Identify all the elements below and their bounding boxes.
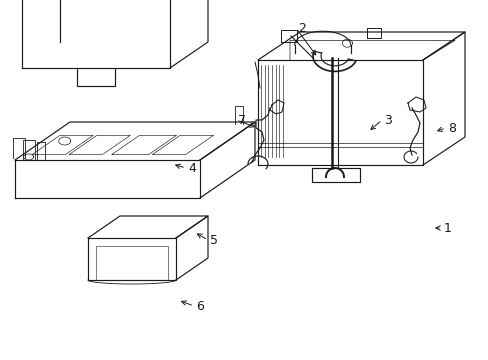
Text: 1: 1 xyxy=(443,221,451,234)
Text: 2: 2 xyxy=(298,22,305,35)
Text: 5: 5 xyxy=(209,234,218,247)
Text: 7: 7 xyxy=(238,113,245,126)
Text: 3: 3 xyxy=(383,113,391,126)
Text: 6: 6 xyxy=(196,300,203,312)
Text: 8: 8 xyxy=(447,122,455,135)
Text: 4: 4 xyxy=(188,162,196,175)
